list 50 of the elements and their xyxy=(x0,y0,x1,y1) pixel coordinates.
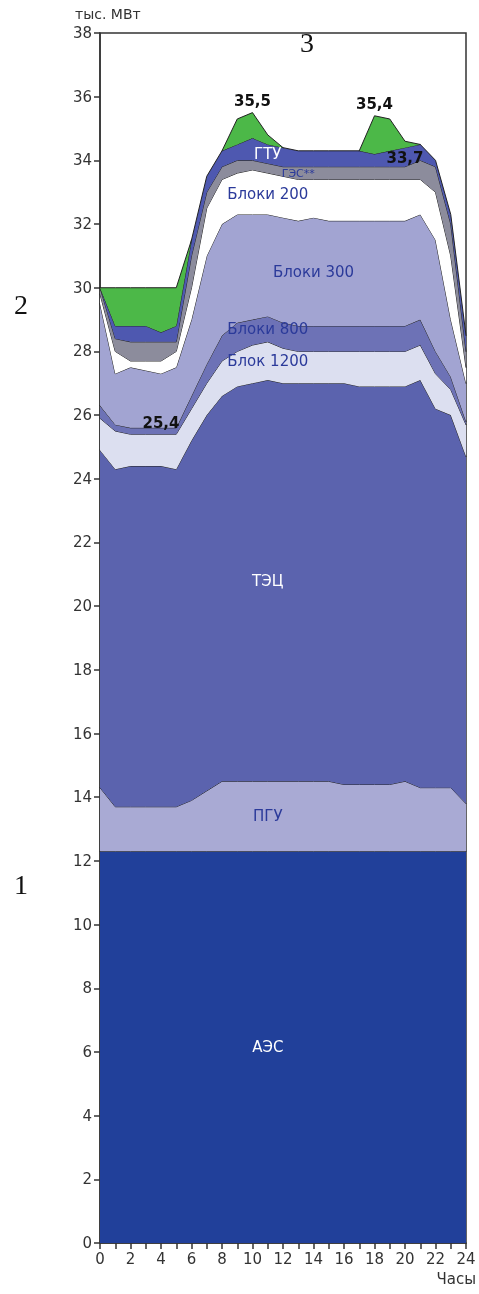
y-tick-label: 10 xyxy=(72,915,92,934)
annotation: 25,4 xyxy=(142,413,180,432)
x-tick-label: 10 xyxy=(242,1249,263,1268)
x-tick-label: 4 xyxy=(156,1249,166,1268)
x-tick-label: 0 xyxy=(95,1249,105,1268)
annotation: 35,5 xyxy=(233,92,272,111)
y-tick-label: 0 xyxy=(82,1234,92,1252)
series-label: АЭС xyxy=(252,1038,284,1057)
x-tick-label: 24 xyxy=(456,1249,476,1268)
y-tick-label: 26 xyxy=(72,406,92,425)
annotation: 35,4 xyxy=(355,95,394,114)
x-tick-label: 18 xyxy=(364,1249,385,1268)
y-tick-label: 8 xyxy=(82,979,92,998)
text: 2 xyxy=(14,288,28,320)
y-tick-label: 30 xyxy=(72,278,92,297)
y-tick-label: 2 xyxy=(82,1170,92,1189)
annotation: 3 xyxy=(300,26,314,58)
y-tick-label: 22 xyxy=(72,533,92,552)
series-label: Блоки 200 xyxy=(227,184,309,203)
y-tick-label: 16 xyxy=(72,724,92,743)
x-tick-label: 16 xyxy=(334,1249,354,1268)
y-tick-label: 6 xyxy=(82,1042,92,1061)
y-tick-label: 38 xyxy=(72,24,92,42)
annotation: 33,7 xyxy=(386,149,424,168)
y-tick-label: 4 xyxy=(82,1106,92,1125)
y-tick-label: 14 xyxy=(72,788,92,807)
text: 1 xyxy=(14,868,28,900)
series-label: ГЭС** xyxy=(281,166,316,180)
series-label: Блоки 300 xyxy=(272,262,355,281)
series-label: ТЭЦ xyxy=(251,571,284,590)
x-tick-label: 8 xyxy=(217,1249,227,1268)
y-tick-label: 34 xyxy=(72,151,92,170)
y-tick-label: 20 xyxy=(72,597,92,616)
x-tick-label: 20 xyxy=(395,1249,415,1268)
y-tick-label: 18 xyxy=(72,660,92,679)
x-tick-label: 2 xyxy=(125,1249,136,1268)
y-tick-label: 24 xyxy=(72,469,92,488)
x-tick-label: 12 xyxy=(273,1249,293,1268)
series-label: ГТУ xyxy=(254,145,282,163)
y-tick-label: 32 xyxy=(72,215,92,234)
x-tick-label: 22 xyxy=(425,1249,446,1268)
x-axis-title: Часы xyxy=(436,1269,476,1288)
y-axis-title: тыс. МВт xyxy=(75,6,141,22)
y-tick-label: 36 xyxy=(72,87,92,106)
y-tick-label: 28 xyxy=(72,342,92,361)
x-tick-label: 14 xyxy=(303,1249,324,1268)
y-tick-label: 12 xyxy=(72,851,92,870)
series-label: Блоки 800 xyxy=(227,320,309,339)
x-tick-label: 6 xyxy=(186,1249,197,1268)
series-label: Блок 1200 xyxy=(227,351,309,370)
